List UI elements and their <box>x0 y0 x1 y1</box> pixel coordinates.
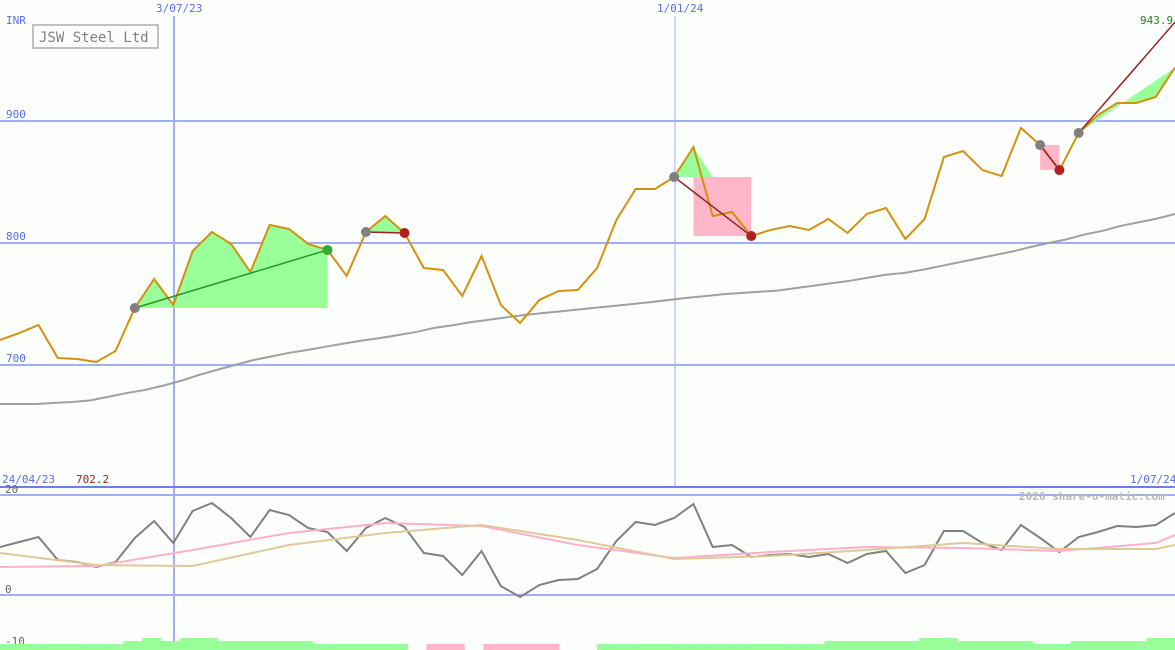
histogram-bar <box>28 644 48 650</box>
histogram-bar <box>994 641 1015 650</box>
y-tick-label: 900 <box>6 108 26 121</box>
histogram-bar <box>1108 641 1129 650</box>
histogram-bar <box>1146 638 1167 650</box>
histogram-bar <box>729 644 750 650</box>
exit-dot <box>399 227 410 238</box>
histogram-bar <box>293 641 314 650</box>
histogram-bar <box>653 644 674 650</box>
exit-dot <box>746 231 757 242</box>
title-box <box>32 24 159 49</box>
gain-area <box>674 146 752 177</box>
histogram-bar <box>1070 641 1091 650</box>
histogram-bar <box>748 644 769 650</box>
histogram-bar <box>1032 644 1053 650</box>
start-date-label: 24/04/23 <box>2 473 55 486</box>
histogram-bar <box>104 644 124 650</box>
exit-dot <box>322 244 333 255</box>
oscillator-line <box>0 501 1175 599</box>
histogram-bar <box>862 641 882 650</box>
histogram-bar <box>957 641 977 650</box>
histogram-bar <box>672 644 693 650</box>
histogram-bar <box>123 641 143 650</box>
histogram-bar <box>938 638 958 650</box>
x-tick-label: 1/01/24 <box>657 2 704 15</box>
x-tick-label: 3/07/23 <box>156 2 202 15</box>
histogram-bar <box>919 638 939 650</box>
histogram-bar <box>691 644 712 650</box>
gain-area <box>1078 67 1175 133</box>
y-tick-label: 700 <box>6 352 26 365</box>
histogram-bar <box>66 644 86 650</box>
histogram-bar <box>976 641 996 650</box>
histogram-bar <box>710 644 731 650</box>
watermark: 2026 share-o-matic.com <box>1019 490 1165 503</box>
histogram-bar <box>85 644 105 650</box>
histogram-bar <box>521 644 541 650</box>
histogram-bar <box>180 638 200 650</box>
histogram-bar <box>615 644 636 650</box>
histogram-bar <box>1089 641 1110 650</box>
histogram-bar <box>596 644 617 650</box>
entry-dot <box>1073 127 1084 138</box>
signal-line <box>1078 21 1175 134</box>
y-tick-label: 20 <box>5 483 18 496</box>
entry-dot <box>360 227 371 238</box>
last-value-label: 943.9 <box>1140 14 1173 27</box>
y-tick-label: 0 <box>5 583 12 596</box>
moving-average-line <box>0 212 1175 406</box>
histogram-bar <box>1051 644 1072 650</box>
y-axis-unit: INR <box>6 14 26 27</box>
histogram-bar <box>350 644 371 650</box>
histogram-bar <box>1127 641 1148 650</box>
histogram-bar <box>881 641 901 650</box>
histogram-bar <box>1165 638 1175 650</box>
signal-fast-line <box>0 521 1175 568</box>
loss-area <box>693 176 752 237</box>
chart-title: JSW Steel Ltd <box>39 30 149 46</box>
histogram-bar <box>0 644 10 650</box>
exit-dot <box>1054 165 1065 176</box>
histogram-bar <box>843 641 863 650</box>
entry-dot <box>1035 140 1046 151</box>
histogram-bar <box>236 641 257 650</box>
histogram-bar <box>142 638 162 650</box>
signal-line <box>1039 144 1061 171</box>
signal-slow-line <box>0 523 1175 568</box>
histogram-bar <box>502 644 522 650</box>
entry-dot <box>669 171 680 182</box>
histogram-bar <box>312 644 333 650</box>
histogram-bar <box>47 644 67 650</box>
histogram-bar <box>198 638 219 650</box>
first-value-label: 702.2 <box>76 473 109 486</box>
histogram-bar <box>634 644 655 650</box>
y-tick-label: 800 <box>6 230 26 243</box>
histogram-bar <box>786 644 806 650</box>
histogram-bar <box>255 641 276 650</box>
histogram-bar <box>824 641 844 650</box>
histogram-bar <box>274 641 295 650</box>
histogram-bar <box>161 641 181 650</box>
histogram-bar <box>900 641 920 650</box>
entry-dot <box>129 303 140 314</box>
histogram-bar <box>369 644 390 650</box>
histogram-bar <box>445 644 465 650</box>
end-date-label: 1/07/24 <box>1130 473 1175 486</box>
histogram-bar <box>331 644 352 650</box>
signal-line <box>673 176 752 237</box>
price-line <box>0 66 1175 363</box>
histogram-bar <box>1013 641 1034 650</box>
histogram-bar <box>805 644 825 650</box>
histogram-bar <box>540 644 560 650</box>
histogram-bar <box>767 644 787 650</box>
signal-line <box>134 249 328 309</box>
gain-area <box>134 224 328 309</box>
histogram-bar <box>426 644 446 650</box>
signal-line <box>365 231 405 234</box>
histogram-bar <box>483 644 503 650</box>
histogram-bar <box>217 641 238 650</box>
histogram-bar <box>9 644 29 650</box>
histogram-bar <box>388 644 408 650</box>
gain-area <box>365 216 405 233</box>
